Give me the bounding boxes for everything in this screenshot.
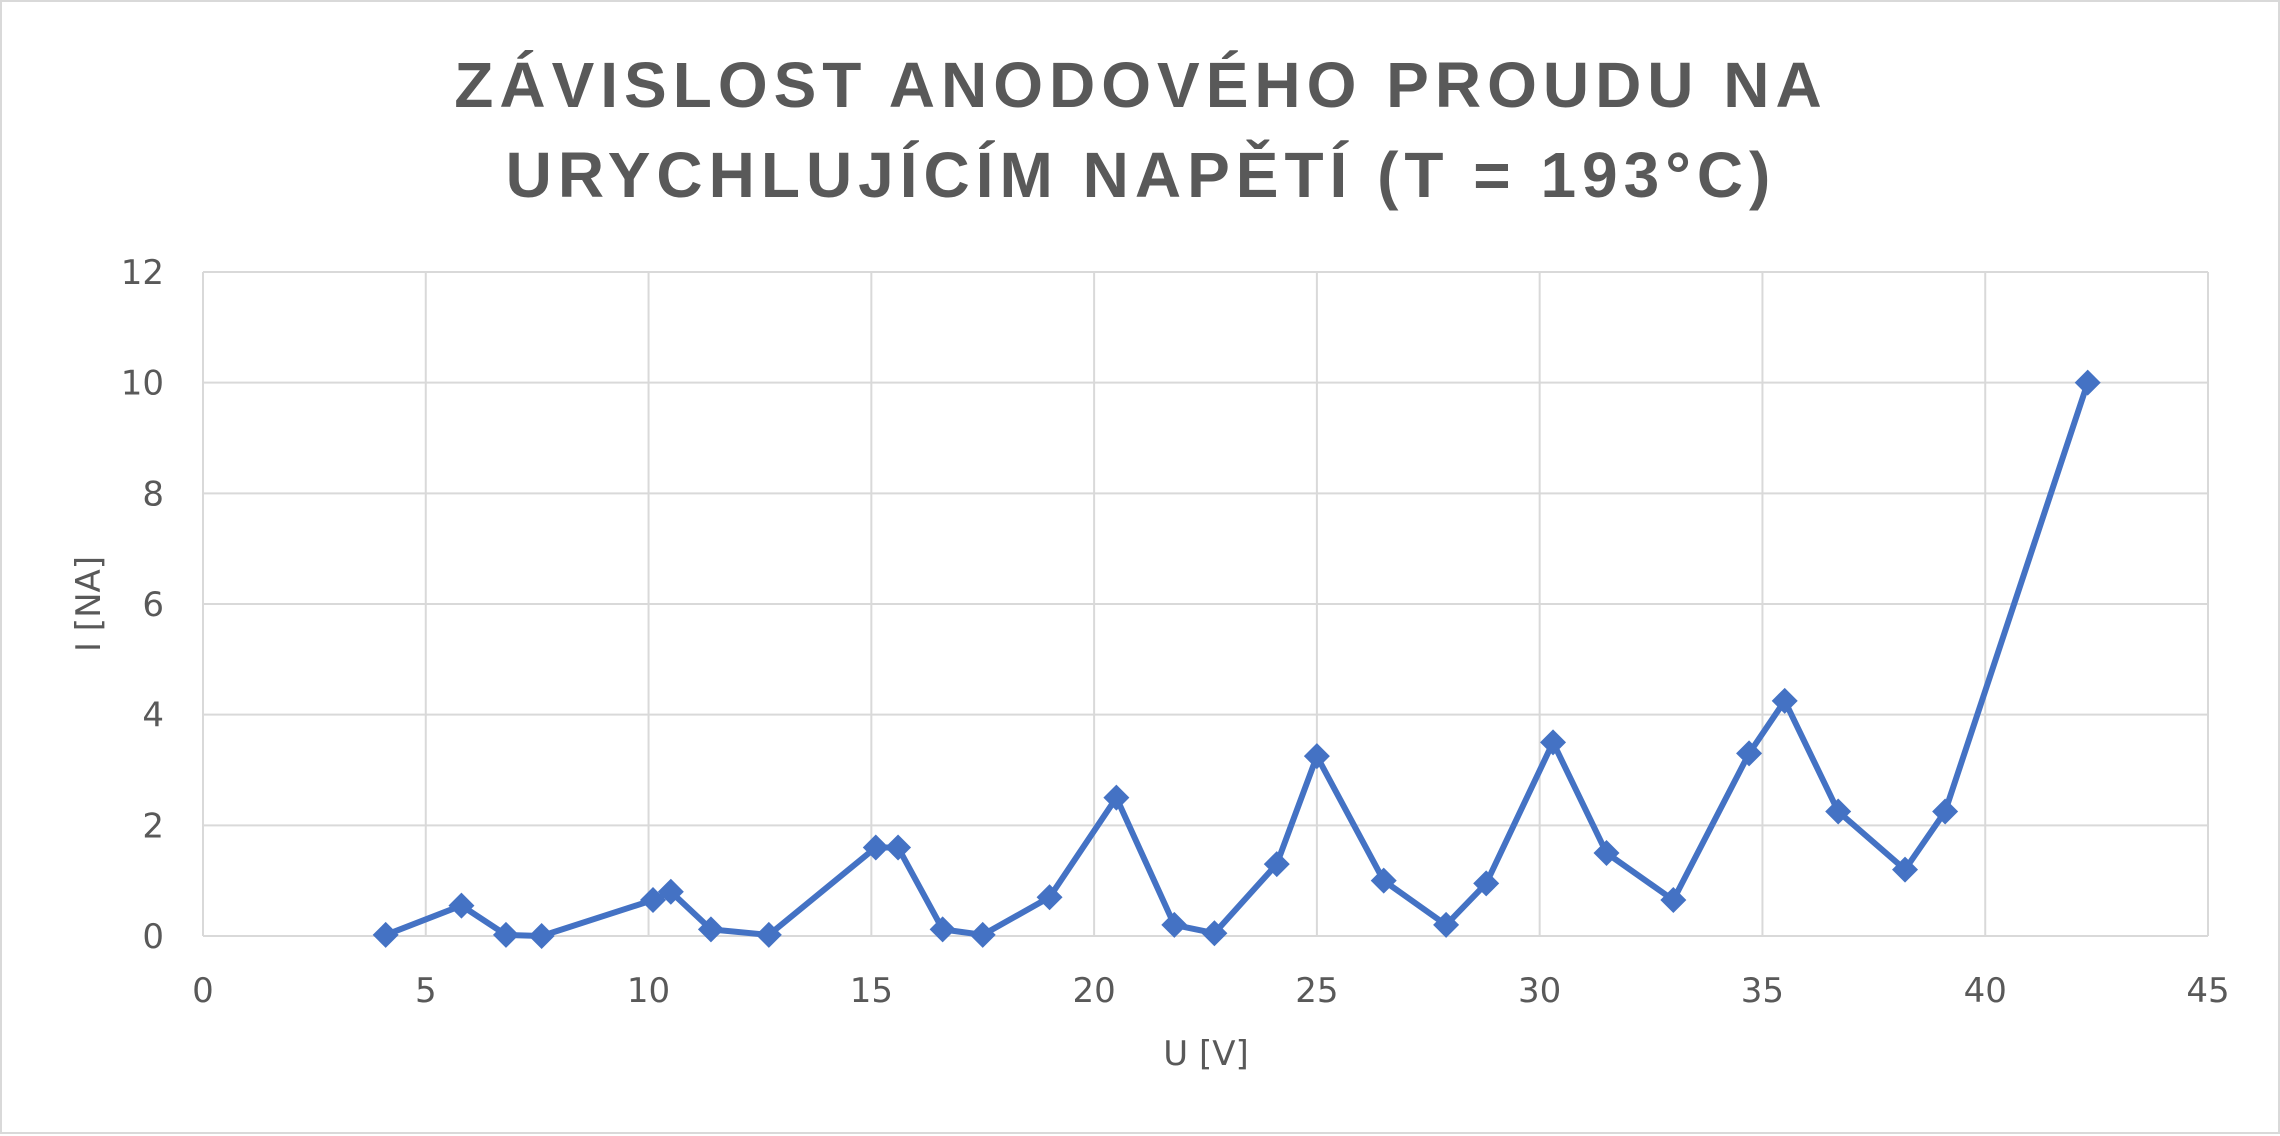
data-point-16 — [1263, 851, 1290, 878]
y-tick-label-12: 12 — [121, 253, 164, 293]
y-tick-label-4: 4 — [142, 696, 164, 736]
y-tick-label-2: 2 — [142, 806, 164, 846]
data-point-27 — [1892, 856, 1919, 883]
data-point-7 — [755, 921, 782, 948]
x-tick-label-5: 5 — [415, 971, 437, 1011]
data-point-11 — [969, 921, 996, 948]
y-tick-label-10: 10 — [121, 364, 164, 404]
chart-title-line-1: ZÁVISLOST ANODOVÉHO PROUDU NA — [454, 49, 1827, 121]
data-point-6 — [697, 916, 724, 943]
data-point-12 — [1036, 884, 1063, 911]
x-tick-label-20: 20 — [1072, 971, 1115, 1011]
y-tick-label-0: 0 — [142, 917, 164, 957]
data-point-10 — [929, 916, 956, 943]
data-point-23 — [1660, 887, 1687, 914]
data-point-2 — [492, 921, 519, 948]
data-point-24 — [1736, 740, 1763, 767]
data-point-26 — [1825, 798, 1852, 825]
data-point-19 — [1433, 911, 1460, 938]
data-point-25 — [1771, 687, 1798, 714]
data-point-14 — [1161, 911, 1188, 938]
data-point-28 — [1932, 798, 1959, 825]
data-point-15 — [1201, 920, 1228, 947]
x-tick-label-35: 35 — [1741, 971, 1784, 1011]
tick-labels: 0 2 4 6 8 10 12 0 5 10 15 20 25 30 35 40 45 — [121, 253, 2230, 1011]
series-line-0 — [384, 381, 2091, 939]
x-tick-label-10: 10 — [627, 971, 670, 1011]
data-point-3 — [528, 923, 555, 949]
x-axis-title: U [V] — [1163, 1034, 1248, 1074]
data-point-20 — [1473, 870, 1500, 897]
data-point-22 — [1593, 840, 1620, 866]
data-point-1 — [448, 892, 475, 919]
data-point-4 — [640, 887, 667, 914]
data-point-29 — [2074, 369, 2101, 396]
data-point-9 — [885, 834, 912, 861]
x-tick-label-30: 30 — [1518, 971, 1561, 1011]
y-tick-label-8: 8 — [142, 474, 164, 514]
data-point-21 — [1540, 729, 1567, 756]
data-point-0 — [372, 921, 399, 948]
chart-title-line-2: URYCHLUJÍCÍM NAPĚTÍ (T = 193°C) — [506, 138, 1777, 211]
gridlines — [202, 271, 2209, 937]
y-axis-title: I [NA] — [69, 556, 109, 652]
data-point-8 — [862, 834, 889, 861]
y-tick-label-6: 6 — [142, 585, 164, 625]
data-point-5 — [657, 878, 684, 905]
x-tick-label-0: 0 — [192, 971, 214, 1011]
data-point-18 — [1370, 867, 1397, 894]
x-tick-label-45: 45 — [2186, 971, 2229, 1011]
data-point-13 — [1103, 784, 1130, 811]
data-series — [372, 369, 2101, 949]
x-tick-label-15: 15 — [850, 971, 893, 1011]
data-point-17 — [1303, 743, 1330, 770]
x-tick-label-40: 40 — [1964, 971, 2007, 1011]
x-tick-label-25: 25 — [1295, 971, 1338, 1011]
